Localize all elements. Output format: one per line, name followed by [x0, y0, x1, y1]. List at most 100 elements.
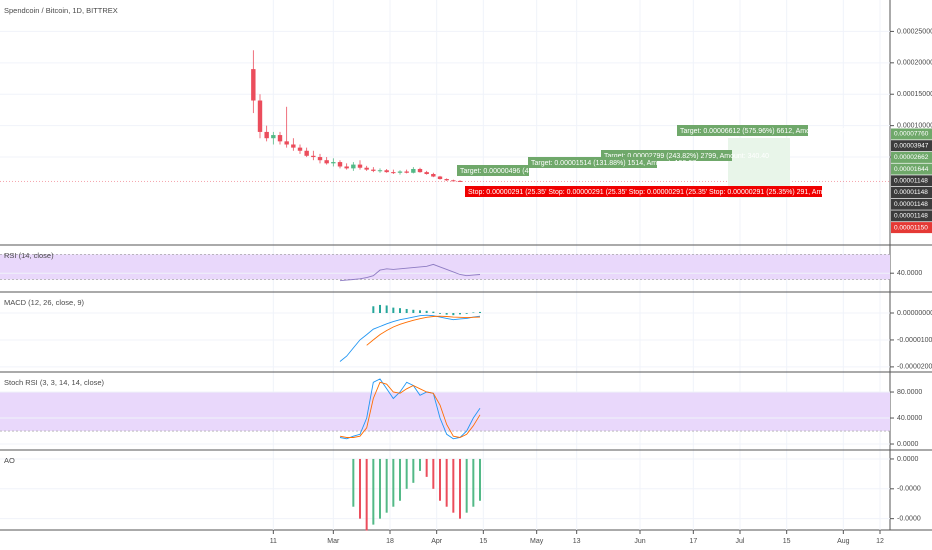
panel-title: AO: [4, 456, 15, 465]
price-badge: [891, 222, 932, 234]
y-tick-label: -0.00001000: [897, 337, 932, 344]
price-badge-label: 0.00001644: [894, 166, 929, 173]
bar: [432, 311, 435, 314]
candle-body: [437, 176, 443, 180]
x-tick-label: Apr: [431, 538, 443, 545]
bar: [392, 307, 395, 314]
bar: [412, 309, 415, 314]
y-tick-label: 0.0000: [897, 456, 919, 463]
candle-body: [404, 171, 409, 173]
y-tick-label: -0.0000: [897, 516, 921, 523]
panel-title: Stoch RSI (3, 3, 14, 14, close): [4, 378, 105, 387]
bar: [452, 313, 455, 316]
candle-body: [357, 164, 363, 168]
bar: [405, 308, 408, 314]
bar: [425, 458, 428, 477]
bar: [372, 306, 375, 314]
candle-body: [264, 131, 269, 139]
candle-body: [291, 144, 296, 148]
stop-label: Stop: 0.00000291 (25.35' Stop: 0.0000029…: [468, 189, 848, 196]
candle-body: [411, 168, 416, 173]
price-badge-label: 0.00001150: [894, 224, 928, 231]
candle-body: [257, 100, 263, 132]
bar: [445, 313, 448, 315]
candle-body: [311, 155, 316, 158]
x-tick-label: 17: [689, 538, 697, 545]
bar: [479, 311, 481, 314]
target-label: Target: 0.00000496 (43: [460, 168, 532, 175]
bar: [465, 458, 468, 513]
x-tick-label: Aug: [837, 538, 850, 545]
price-badge: [891, 187, 932, 198]
bar: [439, 313, 441, 314]
price-badge: [891, 128, 932, 140]
candle-body: [284, 141, 289, 145]
bar: [359, 458, 361, 519]
price-badge-label: 0.00002662: [894, 154, 929, 161]
x-tick-label: Jun: [634, 538, 645, 545]
y-tick-label: 0.00000000: [897, 310, 932, 317]
series-line: [366, 315, 481, 346]
y-tick-label: 0.00025000: [897, 28, 932, 35]
y-tick-label: 40.0000: [897, 415, 922, 422]
y-tick-label: -0.0000: [897, 486, 921, 493]
series-line: [339, 263, 481, 282]
bar: [399, 458, 401, 501]
y-tick-label: 80.0000: [897, 389, 922, 396]
price-badge: [891, 163, 932, 175]
candle-body: [451, 180, 456, 182]
series-line: [339, 314, 481, 362]
price-badge-label: 0.00001148: [894, 178, 928, 185]
y-tick-label: 0.00010000: [897, 122, 932, 129]
candle-body: [417, 168, 423, 173]
candle-body: [324, 160, 329, 164]
stop-box: [465, 186, 822, 197]
candle-body: [377, 170, 383, 172]
candle-body: [444, 179, 449, 181]
band: [0, 254, 890, 280]
bar: [459, 458, 461, 519]
price-badge: [891, 151, 932, 163]
candle-body: [297, 147, 303, 151]
y-tick-label: -0.00002000: [897, 364, 932, 371]
candle-body: [277, 135, 283, 142]
price-badge: [891, 175, 932, 187]
price-badge-label: 0.00007760: [894, 131, 929, 138]
price-badge: [891, 210, 932, 222]
bar: [472, 458, 475, 507]
price-axis: [890, 0, 932, 550]
y-tick-label: 0.00020000: [897, 60, 932, 67]
candle-body: [304, 150, 309, 156]
series-line: [339, 378, 481, 440]
candle-body: [424, 172, 429, 175]
bar: [472, 312, 475, 314]
panel-title: RSI (14, close): [4, 251, 54, 260]
series-line: [339, 381, 481, 438]
target-label: Target: 0.00002799 (243.82%) 2799, Amoun…: [604, 153, 769, 160]
candle-body: [371, 169, 376, 171]
target-box: [601, 150, 732, 161]
x-tick-label: 18: [386, 538, 394, 545]
target-label: Target: 0.00006612 (575.96%) 6612, Amoun…: [680, 128, 845, 135]
y-tick-label: 40.0000: [897, 270, 922, 277]
candle-body: [397, 171, 403, 173]
price-badge: [891, 198, 932, 210]
x-tick-label: 15: [783, 538, 791, 545]
candle-body: [251, 69, 256, 101]
price-badge-label: 0.00001148: [894, 189, 928, 196]
candle-body: [364, 167, 369, 170]
bar: [419, 310, 421, 314]
bar: [352, 458, 355, 507]
candle-body: [431, 174, 436, 177]
x-tick-label: 12: [876, 538, 884, 545]
bar: [379, 304, 381, 314]
bar: [392, 458, 395, 507]
bar: [432, 458, 435, 489]
bar: [445, 458, 448, 507]
candle-body: [391, 172, 396, 174]
bar: [412, 458, 415, 483]
candle-body: [351, 164, 356, 169]
band: [0, 392, 890, 432]
annotations: Target: 0.00006612 (575.96%) 6612, Amoun…: [457, 125, 848, 198]
